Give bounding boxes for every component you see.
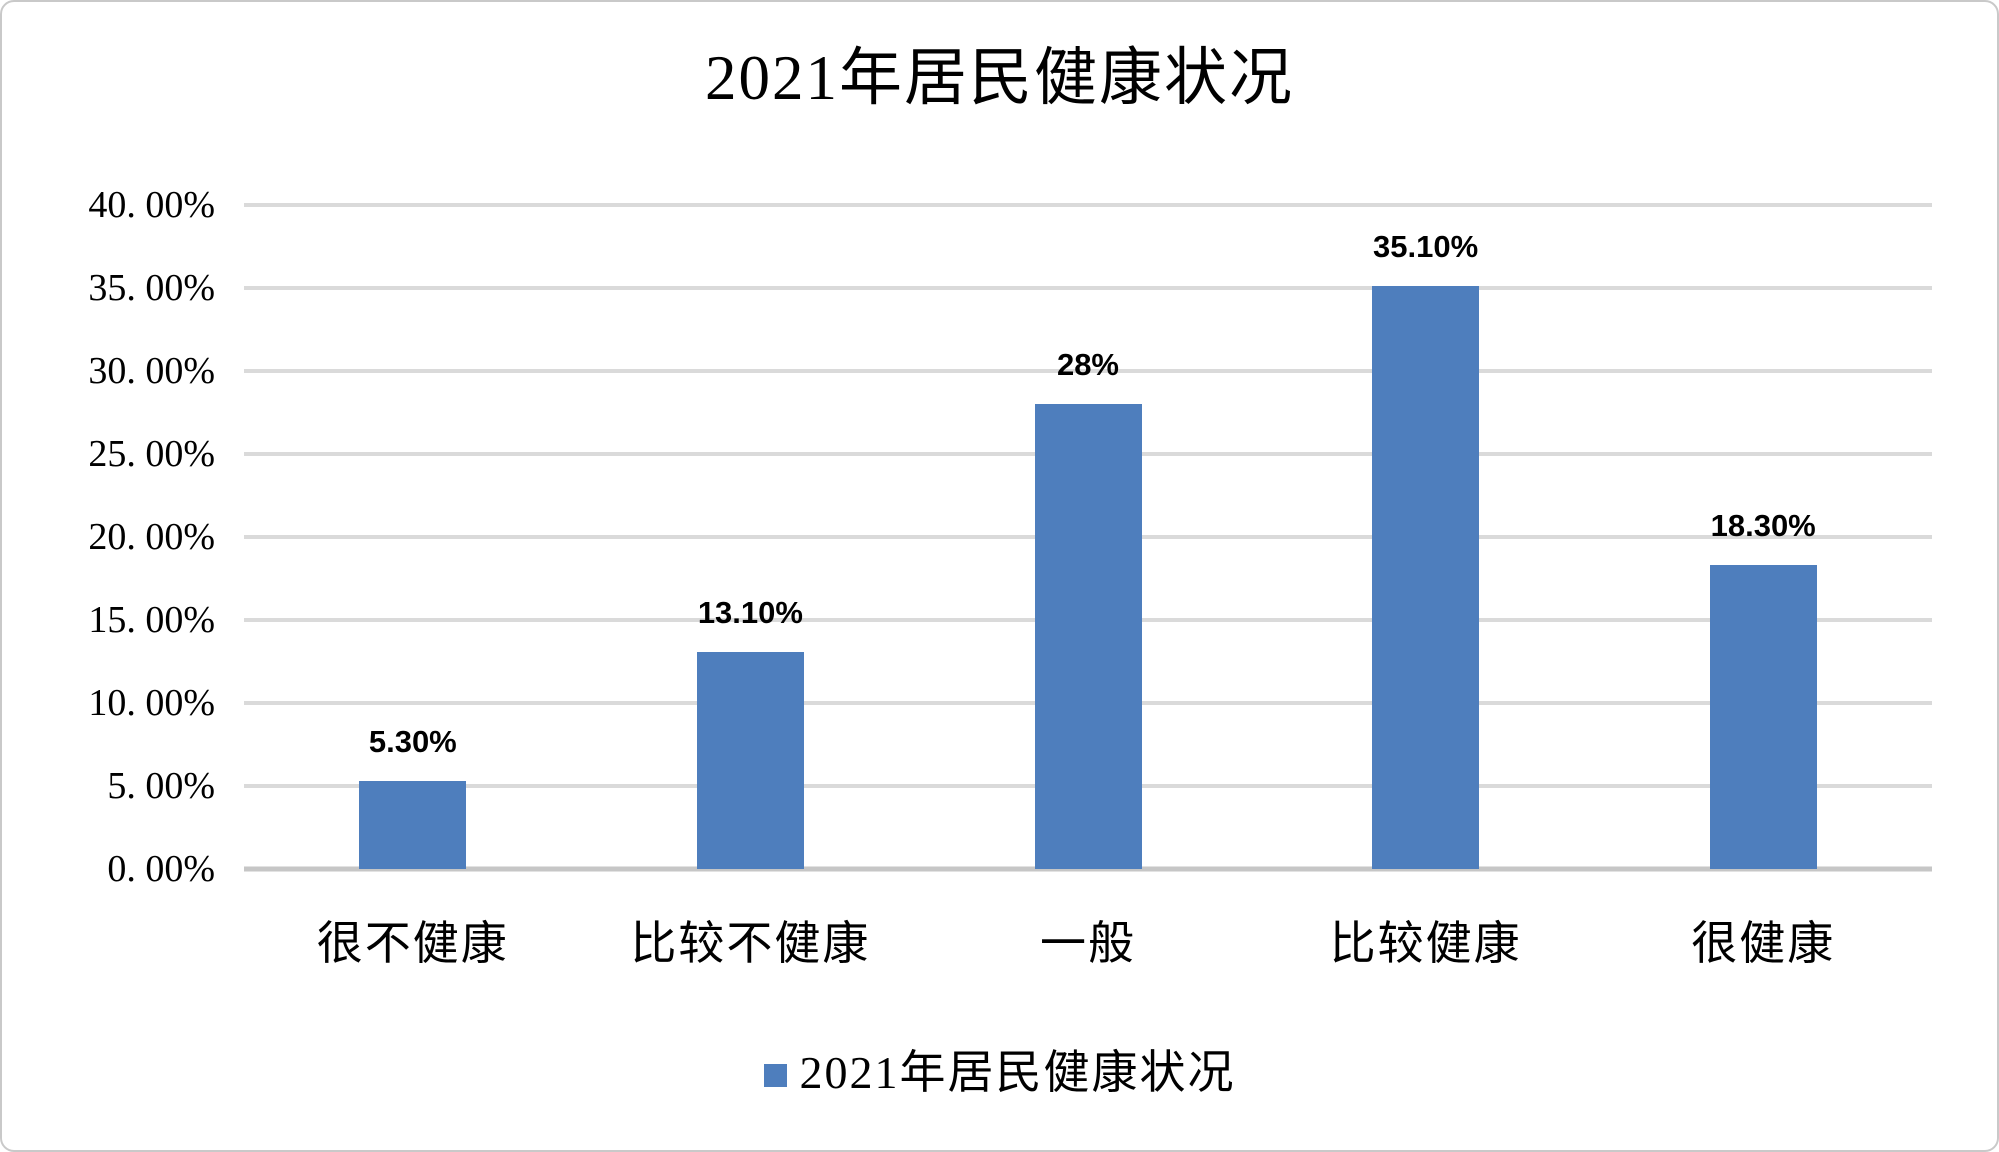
x-axis-category-label: 比较不健康	[630, 918, 871, 969]
y-axis-tick-label: 25. 00%	[88, 433, 215, 475]
x-axis-category-label: 很不健康	[316, 918, 509, 969]
y-axis-tick-label: 35. 00%	[88, 267, 215, 309]
gridline	[244, 203, 1932, 207]
bar-value-label: 13.10%	[697, 594, 803, 630]
y-axis-tick-label: 10. 00%	[88, 682, 215, 724]
plot-area: 5.30% 13.10% 28% 35.10% 18.30%	[244, 203, 1932, 872]
y-axis-tick-label: 0. 00%	[107, 848, 215, 890]
y-axis-tick-label: 5. 00%	[107, 765, 215, 807]
y-axis-tick-label: 40. 00%	[88, 184, 215, 226]
x-axis-category-label: 很健康	[1691, 918, 1836, 969]
bar	[696, 651, 804, 869]
bar-value-label: 18.30%	[1710, 508, 1816, 544]
x-axis-category-label: 比较健康	[1329, 918, 1522, 969]
bar-value-label: 28%	[1056, 347, 1119, 383]
bar-value-label: 5.30%	[368, 724, 457, 760]
chart-title: 2021年居民健康状况	[705, 43, 1294, 113]
y-axis-tick-label: 30. 00%	[88, 350, 215, 392]
legend-label: 2021年居民健康状况	[799, 1047, 1236, 1098]
y-axis-tick-label: 20. 00%	[88, 516, 215, 558]
bar-value-label: 35.10%	[1373, 229, 1479, 265]
legend: 2021年居民健康状况	[2, 1047, 1997, 1099]
bar	[1709, 565, 1817, 869]
bar	[1034, 404, 1142, 869]
bar	[1372, 286, 1480, 869]
x-axis-category-label: 一般	[1039, 918, 1136, 969]
bar	[359, 781, 467, 869]
gridline	[244, 286, 1932, 290]
x-axis-line	[244, 866, 1932, 872]
legend-swatch-icon	[763, 1063, 787, 1087]
y-axis-tick-label: 15. 00%	[88, 599, 215, 641]
gridline	[244, 369, 1932, 373]
